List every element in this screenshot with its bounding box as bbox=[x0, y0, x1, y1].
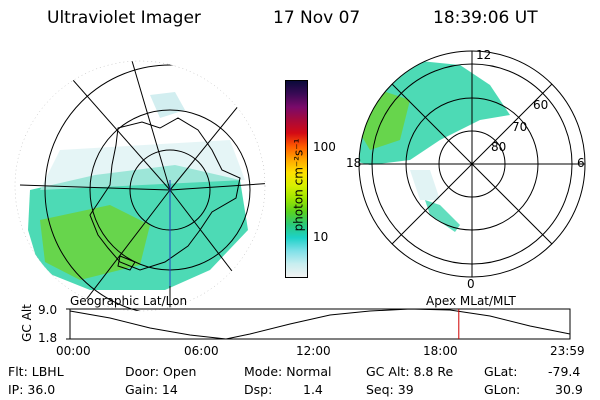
geo-emission-region bbox=[28, 92, 248, 290]
instrument-title: Ultraviolet Imager bbox=[47, 8, 201, 28]
flt-label: Flt: LBHL bbox=[8, 364, 64, 379]
time-label: 18:39:06 UT bbox=[433, 8, 538, 28]
gc-alt-label: GC Alt: 8.8 Re bbox=[366, 364, 454, 379]
mlat-label-80: 80 bbox=[491, 140, 507, 154]
alt-plot-frame bbox=[69, 308, 571, 340]
alt-xtick-2: 12:00 bbox=[296, 344, 331, 358]
alt-xtick-1: 06:00 bbox=[184, 344, 219, 358]
mlt-label-6: 6 bbox=[577, 156, 585, 170]
ip-label: IP: 36.0 bbox=[8, 382, 56, 397]
colorbar-tick-10: 10 bbox=[313, 230, 329, 244]
alt-ytick-9: 9.0 bbox=[38, 303, 58, 317]
glat-label: GLat: bbox=[484, 364, 518, 379]
alt-curve bbox=[69, 308, 571, 340]
mode-label: Mode: Normal bbox=[244, 364, 332, 379]
colorbar-unit-label: photon cm⁻²s⁻¹ bbox=[291, 138, 306, 232]
alt-xtick-0: 00:00 bbox=[56, 344, 91, 358]
glon-label: GLon: bbox=[484, 382, 521, 397]
door-label: Door: Open bbox=[125, 364, 197, 379]
mlat-label-70: 70 bbox=[512, 120, 528, 134]
geo-panel-label: Geographic Lat/Lon bbox=[70, 294, 188, 308]
mlt-label-0: 0 bbox=[467, 277, 475, 291]
alt-xtick-3: 18:00 bbox=[423, 344, 458, 358]
glon-value: 30.9 bbox=[555, 382, 583, 397]
apex-panel-label: Apex MLat/MLT bbox=[426, 294, 516, 308]
dsp-label: Dsp: bbox=[244, 382, 273, 397]
glat-value: -79.4 bbox=[548, 364, 581, 379]
date-label: 17 Nov 07 bbox=[273, 8, 361, 28]
colorbar-tick-100: 100 bbox=[313, 140, 336, 154]
alt-ylabel: GC Alt bbox=[19, 304, 34, 342]
dsp-value: 1.4 bbox=[303, 382, 323, 397]
mlt-label-12: 12 bbox=[476, 48, 492, 62]
alt-xtick-4: 23:59 bbox=[550, 344, 585, 358]
gain-label: Gain: 14 bbox=[125, 382, 178, 397]
colorbar bbox=[285, 80, 308, 278]
mlt-label-18: 18 bbox=[346, 156, 362, 170]
mlat-label-60: 60 bbox=[533, 98, 549, 112]
seq-label: Seq: 39 bbox=[366, 382, 414, 397]
alt-ytick-1.8: 1.8 bbox=[38, 331, 58, 345]
continent-outline bbox=[89, 117, 241, 271]
